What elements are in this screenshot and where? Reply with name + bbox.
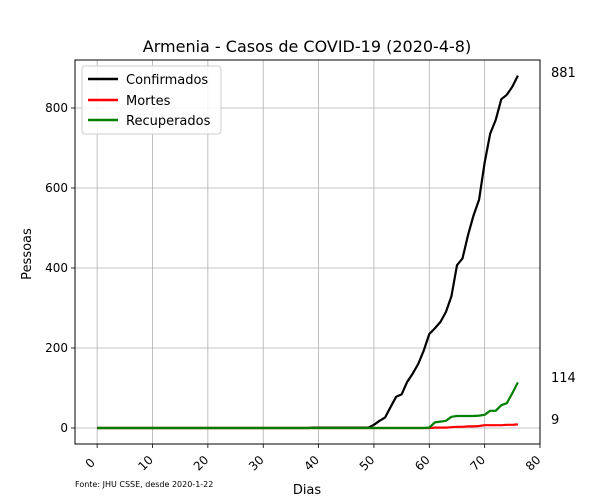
source-note: Fonte: JHU CSSE, desde 2020-1-22 [75,480,213,489]
y-tick-label: 0 [60,421,68,435]
series-line-mortes [97,423,518,430]
y-tick-label: 600 [45,181,68,195]
x-axis-label: Dias [293,483,322,498]
legend-label-confirmados: Confirmados [126,73,208,88]
legend-label-recuperados: Recuperados [126,114,211,129]
y-tick-label: 800 [45,101,68,115]
legend-box [81,65,222,135]
series-line-confirmados [97,75,519,430]
x-axis-ticks: 0 10 20 30 40 50 60 70 80 [83,444,544,474]
legend-label-mortes: Mortes [126,94,171,109]
y-tick-label: 200 [45,341,68,355]
series-line-recuperados [97,381,519,430]
y-tick-label: 400 [45,261,68,275]
plot-area-frame [74,59,541,445]
y-axis-ticks: 0 200 400 600 800 [45,101,75,435]
end-label-mortes: 9 [551,413,559,428]
y-axis-label: Pessoas [20,228,35,280]
chart-title: Armenia - Casos de COVID-19 (2020-4-8) [143,37,471,56]
legend: Confirmados Mortes Recuperados [81,65,222,135]
end-label-recuperados: 114 [551,371,576,386]
series-layer [97,75,519,430]
end-label-confirmados: 881 [551,66,576,81]
